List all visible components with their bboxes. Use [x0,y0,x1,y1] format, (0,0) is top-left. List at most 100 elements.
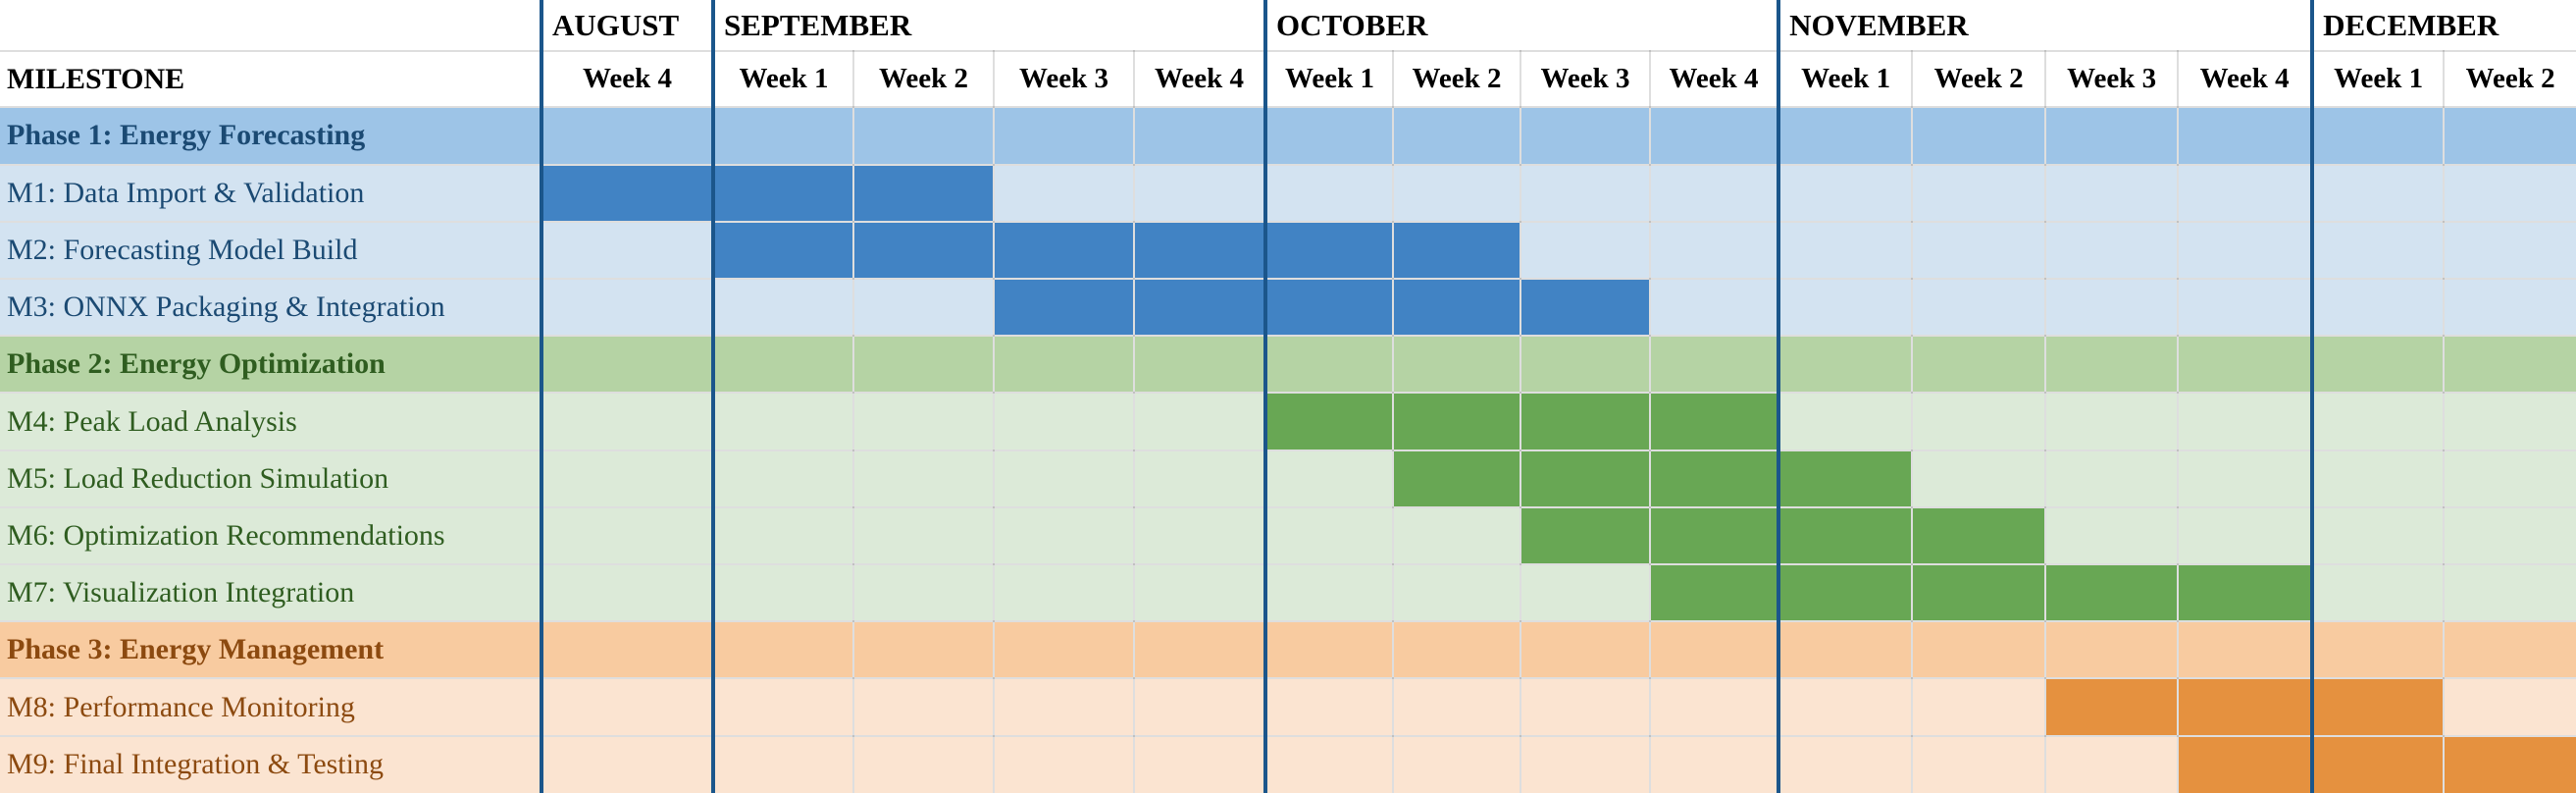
gantt-empty-cell [2044,220,2180,281]
gantt-bar-cell [993,220,1135,281]
milestone-row: M6: Optimization Recommendations [0,505,2576,566]
milestone-row: M8: Performance Monitoring [0,677,2576,737]
gantt-empty-cell [2044,449,2180,508]
gantt-bar-cell [1520,449,1652,508]
phase-band-cell [1392,620,1522,680]
phase-band-cell [2443,335,2576,395]
gantt-empty-cell [2443,392,2576,451]
gantt-bar-cell [1132,220,1267,281]
gantt-empty-cell [1911,734,2047,793]
gantt-empty-cell [993,734,1135,793]
corner-cell [0,0,542,53]
gantt-empty-cell [993,563,1135,623]
week-header-cell: Week 1 [2310,50,2446,109]
gantt-empty-cell [1392,734,1522,793]
milestone-row-label: M4: Peak Load Analysis [0,392,542,451]
gantt-empty-cell [2310,277,2446,338]
phase-band-cell [1392,106,1522,166]
phase-row: Phase 3: Energy Management [0,620,2576,680]
phase-band-cell [1520,335,1652,395]
week-header-cell: Week 4 [540,50,714,109]
phase-band-cell [1132,106,1267,166]
gantt-bar-cell [1392,392,1522,451]
gantt-empty-cell [711,277,854,338]
gantt-bar-cell [1520,277,1652,338]
phase-band-cell [2310,620,2446,680]
gantt-bar-cell [1520,505,1652,566]
gantt-empty-cell [2177,220,2314,281]
gantt-empty-cell [711,734,854,793]
phase-band-cell [2310,106,2446,166]
phase-band-cell [1649,620,1780,680]
phase-band-cell [852,335,995,395]
gantt-empty-cell [711,505,854,566]
gantt-empty-cell [852,449,995,508]
week-header-cell: Week 3 [2044,50,2180,109]
gantt-empty-cell [993,392,1135,451]
gantt-bar-cell [1263,220,1395,281]
gantt-empty-cell [1777,677,1914,737]
gantt-empty-cell [2310,505,2446,566]
milestone-row-label: M6: Optimization Recommendations [0,505,542,566]
milestone-row-label: M3: ONNX Packaging & Integration [0,277,542,338]
gantt-empty-cell [1132,163,1267,223]
phase-band-cell [1911,335,2047,395]
gantt-bar-cell [540,163,714,223]
month-header-cell: NOVEMBER [1777,0,2314,53]
phase-band-cell [2177,106,2314,166]
gantt-bar-cell [852,220,995,281]
gantt-empty-cell [2443,163,2576,223]
gantt-empty-cell [540,392,714,451]
week-header-cell: Week 2 [2443,50,2576,109]
gantt-bar-cell [2443,734,2576,793]
month-header-cell: SEPTEMBER [710,0,1267,53]
gantt-empty-cell [540,449,714,508]
gantt-empty-cell [711,677,854,737]
gantt-empty-cell [1263,505,1395,566]
gantt-empty-cell [2443,677,2576,737]
gantt-empty-cell [711,449,854,508]
month-header-row: AUGUST SEPTEMBER OCTOBER NOVEMBER DECEMBER [0,0,2576,53]
phase-band-cell [2044,620,2180,680]
gantt-bar-cell [2044,677,2180,737]
phase-band-cell [1777,620,1914,680]
gantt-bar-cell [993,277,1135,338]
week-header-cell: Week 1 [711,50,854,109]
milestone-header-cell: MILESTONE [0,50,542,109]
phase-band-cell [1520,106,1652,166]
gantt-empty-cell [852,505,995,566]
phase-band-cell [1911,620,2047,680]
milestone-row-label: M5: Load Reduction Simulation [0,449,542,508]
phase-band-cell [993,335,1135,395]
gantt-empty-cell [1777,734,1914,793]
gantt-empty-cell [1392,505,1522,566]
gantt-bar-cell [1777,505,1914,566]
gantt-bar-cell [1649,392,1780,451]
phase-row: Phase 2: Energy Optimization [0,335,2576,395]
gantt-empty-cell [2044,392,2180,451]
gantt-empty-cell [1911,220,2047,281]
milestone-row-label: M2: Forecasting Model Build [0,220,542,281]
gantt-empty-cell [1132,392,1267,451]
gantt-empty-cell [2443,563,2576,623]
milestone-row-label: M1: Data Import & Validation [0,163,542,223]
gantt-empty-cell [1520,734,1652,793]
phase-band-cell [2443,620,2576,680]
gantt-empty-cell [993,677,1135,737]
phase-row-label: Phase 1: Energy Forecasting [0,106,542,166]
gantt-bar-cell [2177,677,2314,737]
gantt-empty-cell [2177,505,2314,566]
gantt-empty-cell [1911,449,2047,508]
gantt-bar-cell [852,163,995,223]
gantt-empty-cell [2044,277,2180,338]
week-header-cell: Week 2 [1392,50,1522,109]
gantt-empty-cell [2310,220,2446,281]
phase-row-label: Phase 2: Energy Optimization [0,335,542,395]
gantt-empty-cell [1263,163,1395,223]
month-header-cell: DECEMBER [2310,0,2576,53]
phase-band-cell [2177,620,2314,680]
week-header-cell: Week 2 [1911,50,2047,109]
phase-row-label: Phase 3: Energy Management [0,620,542,680]
